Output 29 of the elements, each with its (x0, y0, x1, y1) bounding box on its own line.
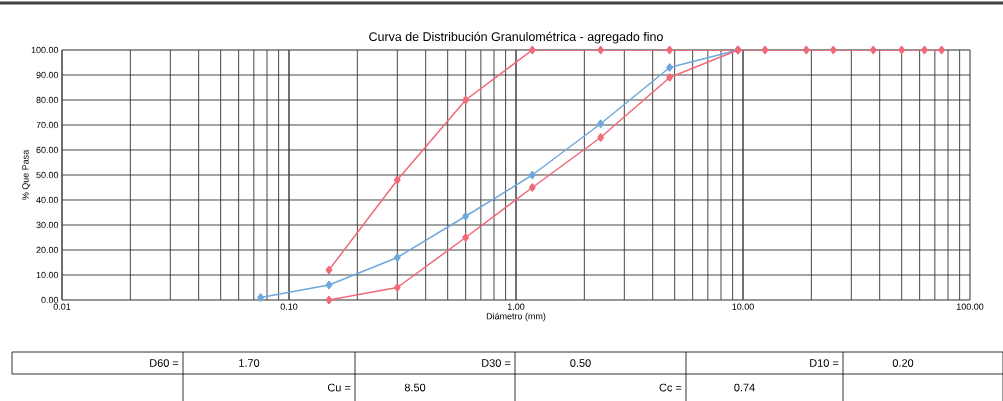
x-axis-title: Diámetro (mm) (486, 312, 546, 322)
text: D60 = (150, 359, 179, 367)
x-tick-label: 0.10 (280, 303, 298, 310)
x-tick-label: 100.00 (956, 303, 984, 310)
text: D10 = (810, 359, 839, 367)
chart-title: Curva de Distribución Granulométrica - agregado fino (369, 31, 663, 44)
y-tick-label: 50.00 (36, 171, 59, 179)
text: D30 = (482, 359, 511, 367)
x-tick-label: 1.00 (507, 303, 525, 310)
y-axis-title: % Que Pasa (22, 149, 31, 200)
y-tick-label: 60.00 (36, 146, 59, 154)
text: 0.20 (892, 359, 914, 367)
y-tick-label: 100.00 (31, 46, 59, 54)
y-tick-label: 20.00 (36, 246, 59, 254)
y-tick-label: 10.00 (36, 271, 59, 279)
text: 0.74 (734, 383, 755, 392)
x-tick-label: 0.01 (53, 303, 71, 310)
y-tick-label: 40.00 (36, 196, 59, 204)
text: 1.70 (239, 359, 260, 367)
text: 8.50 (404, 383, 426, 392)
y-tick-label: 0.00 (41, 296, 59, 304)
text: Cc = (659, 383, 682, 392)
y-tick-label: 80.00 (36, 96, 59, 104)
text: 0.50 (570, 359, 591, 367)
y-tick-label: 90.00 (36, 71, 59, 79)
y-tick-label: 30.00 (36, 221, 59, 229)
text: Cu = (327, 383, 351, 392)
x-tick-label: 10.00 (732, 303, 754, 310)
y-tick-label: 70.00 (36, 121, 59, 129)
